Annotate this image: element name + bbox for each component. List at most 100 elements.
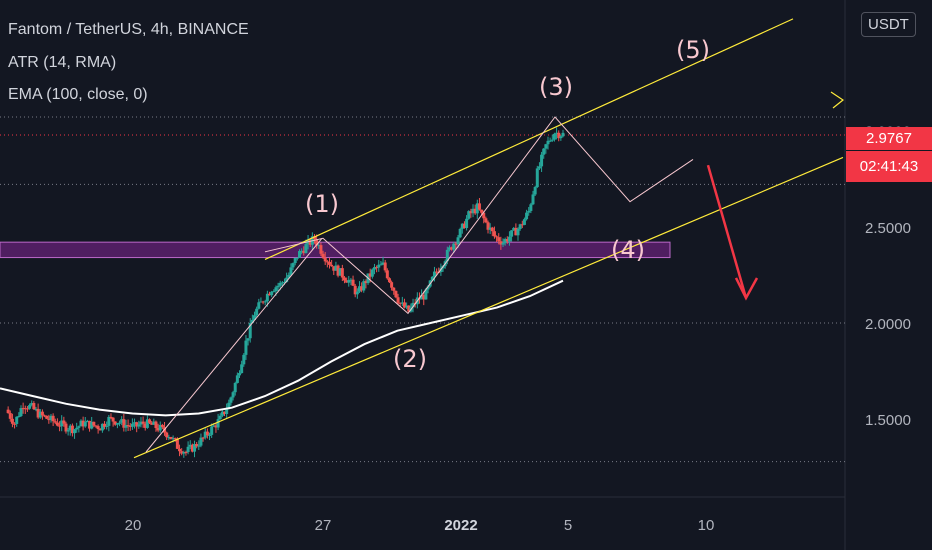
bearish-candle <box>51 415 55 422</box>
bullish-candle <box>238 373 242 376</box>
x-tick-label: 10 <box>698 517 715 534</box>
bullish-candle <box>100 423 104 431</box>
bearish-candle <box>40 411 44 416</box>
symbol-legend[interactable]: Fantom / TetherUS, 4h, BINANCE <box>8 21 249 38</box>
bullish-candle <box>555 132 559 134</box>
bullish-candle <box>68 425 72 431</box>
bullish-candle <box>516 228 520 236</box>
bullish-candle <box>158 424 162 431</box>
currency-button[interactable]: USDT <box>861 12 916 37</box>
last-price-label: 2.9767 <box>846 127 932 150</box>
channel-upper-line <box>264 18 794 261</box>
bearish-candle <box>173 438 177 440</box>
bullish-candle <box>276 285 280 288</box>
atr-legend[interactable]: ATR (14, RMA) <box>8 54 117 71</box>
bearish-candle <box>450 247 454 250</box>
bullish-candle <box>152 421 156 425</box>
bearish-candle <box>319 245 323 254</box>
x-tick-label: 2022 <box>444 517 477 534</box>
bearish-candle <box>336 265 340 276</box>
bullish-candle <box>285 277 289 283</box>
bullish-candle <box>49 415 53 421</box>
bullish-candle <box>246 338 250 341</box>
bearish-candle <box>122 419 126 428</box>
bullish-candle <box>77 426 81 428</box>
bullish-candle <box>550 139 554 141</box>
bearish-candle <box>103 423 107 427</box>
bullish-candle <box>295 257 299 259</box>
bullish-candle <box>507 236 511 242</box>
bullish-candle <box>212 425 216 427</box>
bullish-candle <box>167 437 171 439</box>
bearish-candle <box>190 444 194 452</box>
bullish-candle <box>28 405 32 409</box>
bearish-candle <box>109 416 113 418</box>
bullish-candle <box>525 212 529 220</box>
bullish-candle <box>501 243 505 245</box>
ema-legend[interactable]: EMA (100, close, 0) <box>8 86 148 103</box>
bearish-candle <box>353 285 357 295</box>
bearish-candle <box>499 241 503 245</box>
bullish-candle <box>531 194 535 205</box>
bullish-candle <box>118 422 122 424</box>
bullish-candle <box>471 208 475 214</box>
bullish-candle <box>522 219 526 225</box>
bullish-candle <box>120 419 124 423</box>
bearish-candle <box>135 422 139 427</box>
bullish-candle <box>561 132 565 137</box>
bearish-candle <box>323 257 327 262</box>
bearish-candle <box>486 222 490 230</box>
bearish-candle <box>375 267 379 269</box>
resistance-zone <box>0 241 671 259</box>
bearish-candle <box>407 305 411 312</box>
bearish-candle <box>214 425 218 428</box>
bearish-candle <box>387 278 391 283</box>
bearish-candle <box>43 415 47 417</box>
bearish-candle <box>325 261 329 263</box>
bullish-candle <box>411 302 415 308</box>
bullish-candle <box>259 301 263 303</box>
bullish-candle <box>488 227 492 230</box>
bullish-candle <box>197 445 201 447</box>
bullish-candle <box>432 271 436 277</box>
bullish-candle <box>420 295 424 300</box>
bearish-candle <box>88 420 92 429</box>
bearish-candle <box>70 425 74 434</box>
bullish-candle <box>19 408 23 417</box>
bullish-candle <box>280 282 284 284</box>
bearish-candle <box>364 281 368 284</box>
bullish-candle <box>542 148 546 155</box>
bearish-candle <box>268 293 272 296</box>
bullish-candle <box>130 423 134 427</box>
bullish-candle <box>452 243 456 250</box>
bearish-candle <box>345 280 349 283</box>
bearish-candle <box>111 417 115 422</box>
bullish-candle <box>287 274 291 278</box>
bullish-candle <box>235 375 239 383</box>
bearish-candle <box>482 212 486 219</box>
bullish-candle <box>240 364 244 374</box>
bullish-candle <box>297 251 301 258</box>
bullish-candle <box>447 247 451 250</box>
bullish-candle <box>203 431 207 438</box>
bullish-candle <box>253 315 257 320</box>
bullish-candle <box>60 420 64 427</box>
bullish-candle <box>15 416 19 424</box>
bullish-candle <box>317 245 321 247</box>
bullish-candle <box>540 154 544 167</box>
y-tick-label: 2.0000 <box>865 316 911 333</box>
bearish-candle <box>10 418 14 424</box>
bullish-candle <box>370 269 374 277</box>
bearish-candle <box>454 243 458 245</box>
countdown-label: 02:41:43 <box>846 151 932 182</box>
bullish-candle <box>338 268 342 276</box>
bullish-candle <box>233 382 237 393</box>
bullish-candle <box>90 421 94 429</box>
bearish-candle <box>308 239 312 245</box>
bearish-candle <box>98 429 102 431</box>
bullish-candle <box>381 262 385 265</box>
bullish-candle <box>229 397 233 403</box>
bullish-candle <box>193 444 197 452</box>
bearish-candle <box>141 421 145 424</box>
